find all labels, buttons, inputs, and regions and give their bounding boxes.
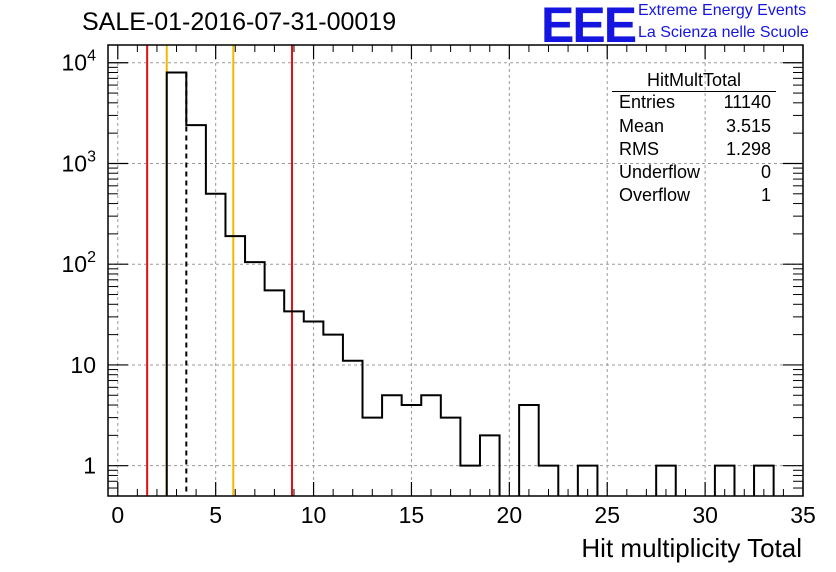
y-tick-label: 102 <box>62 249 97 277</box>
x-tick-label: 0 <box>111 502 124 528</box>
plot-title: SALE-01-2016-07-31-00019 <box>82 8 397 36</box>
stats-row-overflow: Overflow 1 <box>619 185 771 207</box>
stats-row-mean: Mean 3.515 <box>619 116 771 138</box>
stats-divider <box>612 91 776 92</box>
x-tick-label: 15 <box>399 502 425 528</box>
y-tick-label: 103 <box>62 148 97 176</box>
stats-value: 1 <box>760 185 771 205</box>
logo-line-2: La Scienza nelle Scuole <box>638 24 809 41</box>
stats-row-underflow: Underflow 0 <box>619 162 771 184</box>
y-tick-label: 10 <box>70 352 96 378</box>
y-tick-label: 104 <box>62 48 97 76</box>
stats-row-rms: RMS 1.298 <box>619 139 771 161</box>
stats-value: 3.515 <box>725 116 771 136</box>
logo-line-1: Extreme Energy Events <box>638 2 807 19</box>
stats-value: 1.298 <box>725 139 771 159</box>
stats-box: HitMultTotal Entries 11140 Mean 3.515 RM… <box>609 70 779 210</box>
plot-frame <box>107 44 804 497</box>
x-tick-label: 30 <box>692 502 718 528</box>
stats-label: Mean <box>619 116 665 136</box>
stats-value: 11140 <box>723 92 771 112</box>
histogram-outline <box>165 71 775 496</box>
stats-label: Underflow <box>619 162 701 182</box>
x-tick-label: 35 <box>790 502 816 528</box>
marker-lines <box>146 45 294 496</box>
stats-row-entries: Entries 11140 <box>619 92 771 114</box>
stats-label: RMS <box>619 139 659 159</box>
x-tick-label: 10 <box>301 502 327 528</box>
x-tick-label: 5 <box>209 502 222 528</box>
stats-value: 0 <box>760 162 771 182</box>
x-tick-label: 20 <box>497 502 523 528</box>
grid-lines <box>108 45 803 496</box>
stats-label: Entries <box>619 92 676 112</box>
stats-label: Overflow <box>619 185 691 205</box>
x-tick-label: 25 <box>594 502 620 528</box>
x-axis-label: Hit multiplicity Total <box>581 533 802 563</box>
stats-title: HitMultTotal <box>646 70 742 90</box>
y-tick-label: 1 <box>83 453 96 479</box>
eee-logo: EEE <box>541 0 637 53</box>
